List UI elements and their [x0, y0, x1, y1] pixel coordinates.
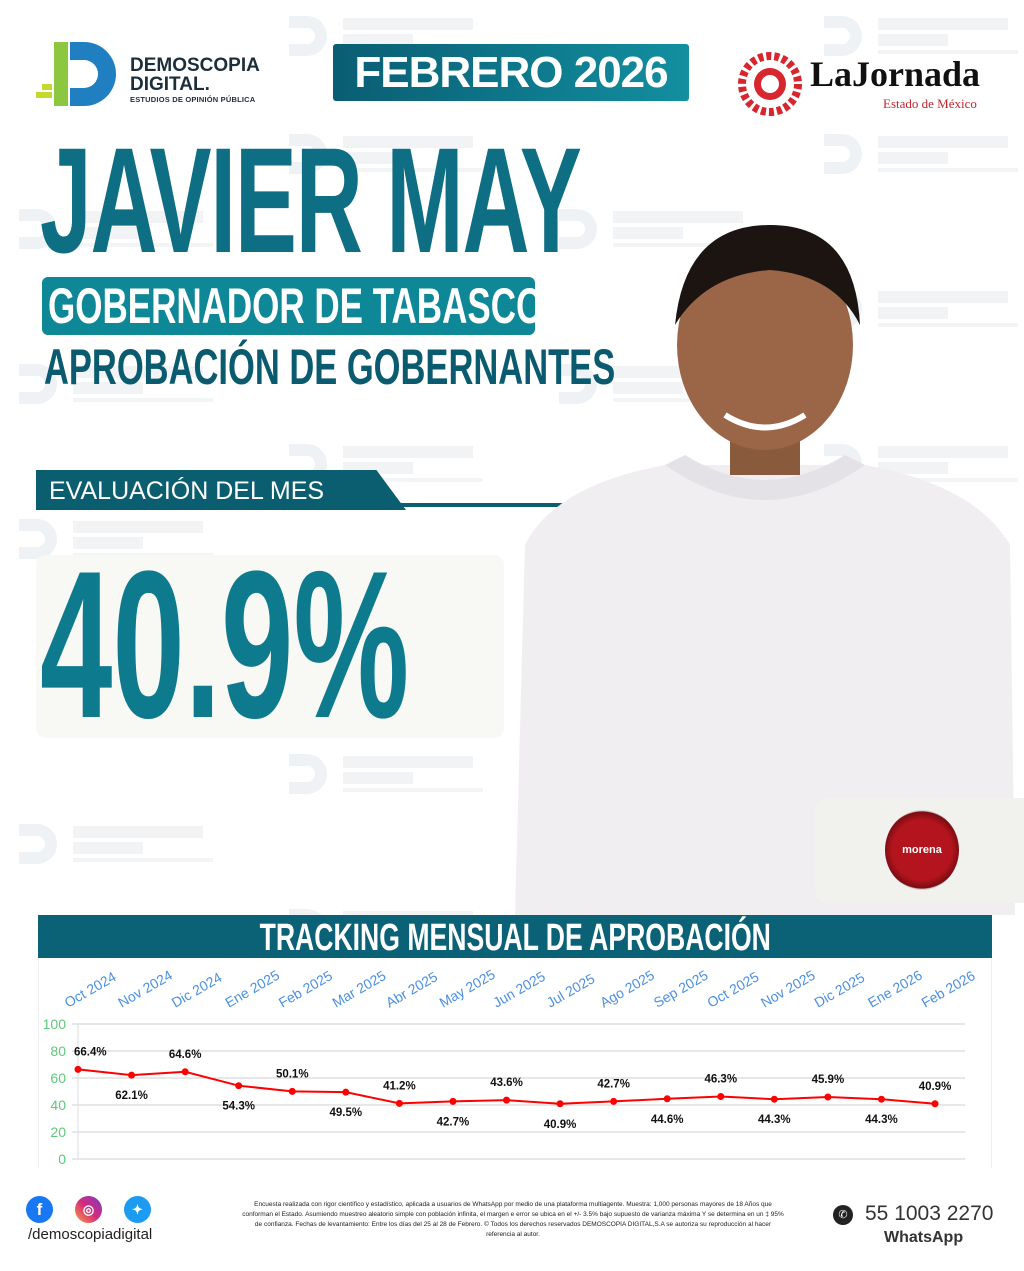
role-text: GOBERNADOR DE TABASCO	[48, 278, 535, 334]
approval-value-text: 40.9%	[40, 527, 410, 762]
twitter-icon[interactable]: ✦	[124, 1196, 151, 1223]
social-icons: f ◎ ✦	[26, 1196, 151, 1223]
value-box	[36, 555, 504, 738]
whatsapp-icon: ✆	[833, 1205, 853, 1225]
morena-logo: morena	[885, 810, 959, 890]
partner-region: Estado de México	[883, 96, 977, 111]
watermark-logo	[15, 820, 215, 868]
brand-line1: DEMOSCOPIA	[130, 55, 260, 76]
social-handle[interactable]: /demoscopiadigital	[28, 1226, 153, 1243]
instagram-icon[interactable]: ◎	[75, 1196, 102, 1223]
eval-label: EVALUACIÓN DEL MES	[36, 470, 406, 510]
sun-logo-icon	[738, 52, 802, 116]
phone-number[interactable]: 55 1003 2270	[865, 1202, 994, 1225]
demoscopia-logo-icon	[36, 42, 116, 106]
subtitle-text: APROBACIÓN DE GOBERNANTES	[44, 339, 616, 395]
brand-line2: DIGITAL.	[130, 74, 210, 95]
partner-name: LaJornada	[810, 54, 981, 94]
chart-title: TRACKING MENSUAL DE APROBACIÓN	[38, 915, 992, 959]
brand-name: DEMOSCOPIA DIGITAL. ESTUDIOS DE OPINIÓN …	[130, 56, 260, 106]
facebook-icon[interactable]: f	[26, 1196, 53, 1223]
role-banner: GOBERNADOR DE TABASCO	[42, 277, 535, 335]
partner-logo: LaJornada Estado de México	[738, 52, 998, 116]
disclaimer: Encuesta realizada con rigor científico …	[242, 1201, 784, 1238]
whatsapp-label: WhatsApp	[884, 1229, 964, 1246]
governor-name: JAVIER MAY	[40, 116, 582, 284]
approval-value: 40.9%	[40, 540, 635, 750]
watermark-logo	[820, 130, 1020, 178]
chart-area	[38, 958, 992, 1168]
chart-title-text: TRACKING MENSUAL DE APROBACIÓN	[259, 917, 771, 959]
brand-tagline: ESTUDIOS DE OPINIÓN PÚBLICA	[130, 95, 256, 104]
date-banner: FEBRERO 2026	[333, 44, 689, 101]
subtitle: APROBACIÓN DE GOBERNANTES	[44, 340, 872, 394]
